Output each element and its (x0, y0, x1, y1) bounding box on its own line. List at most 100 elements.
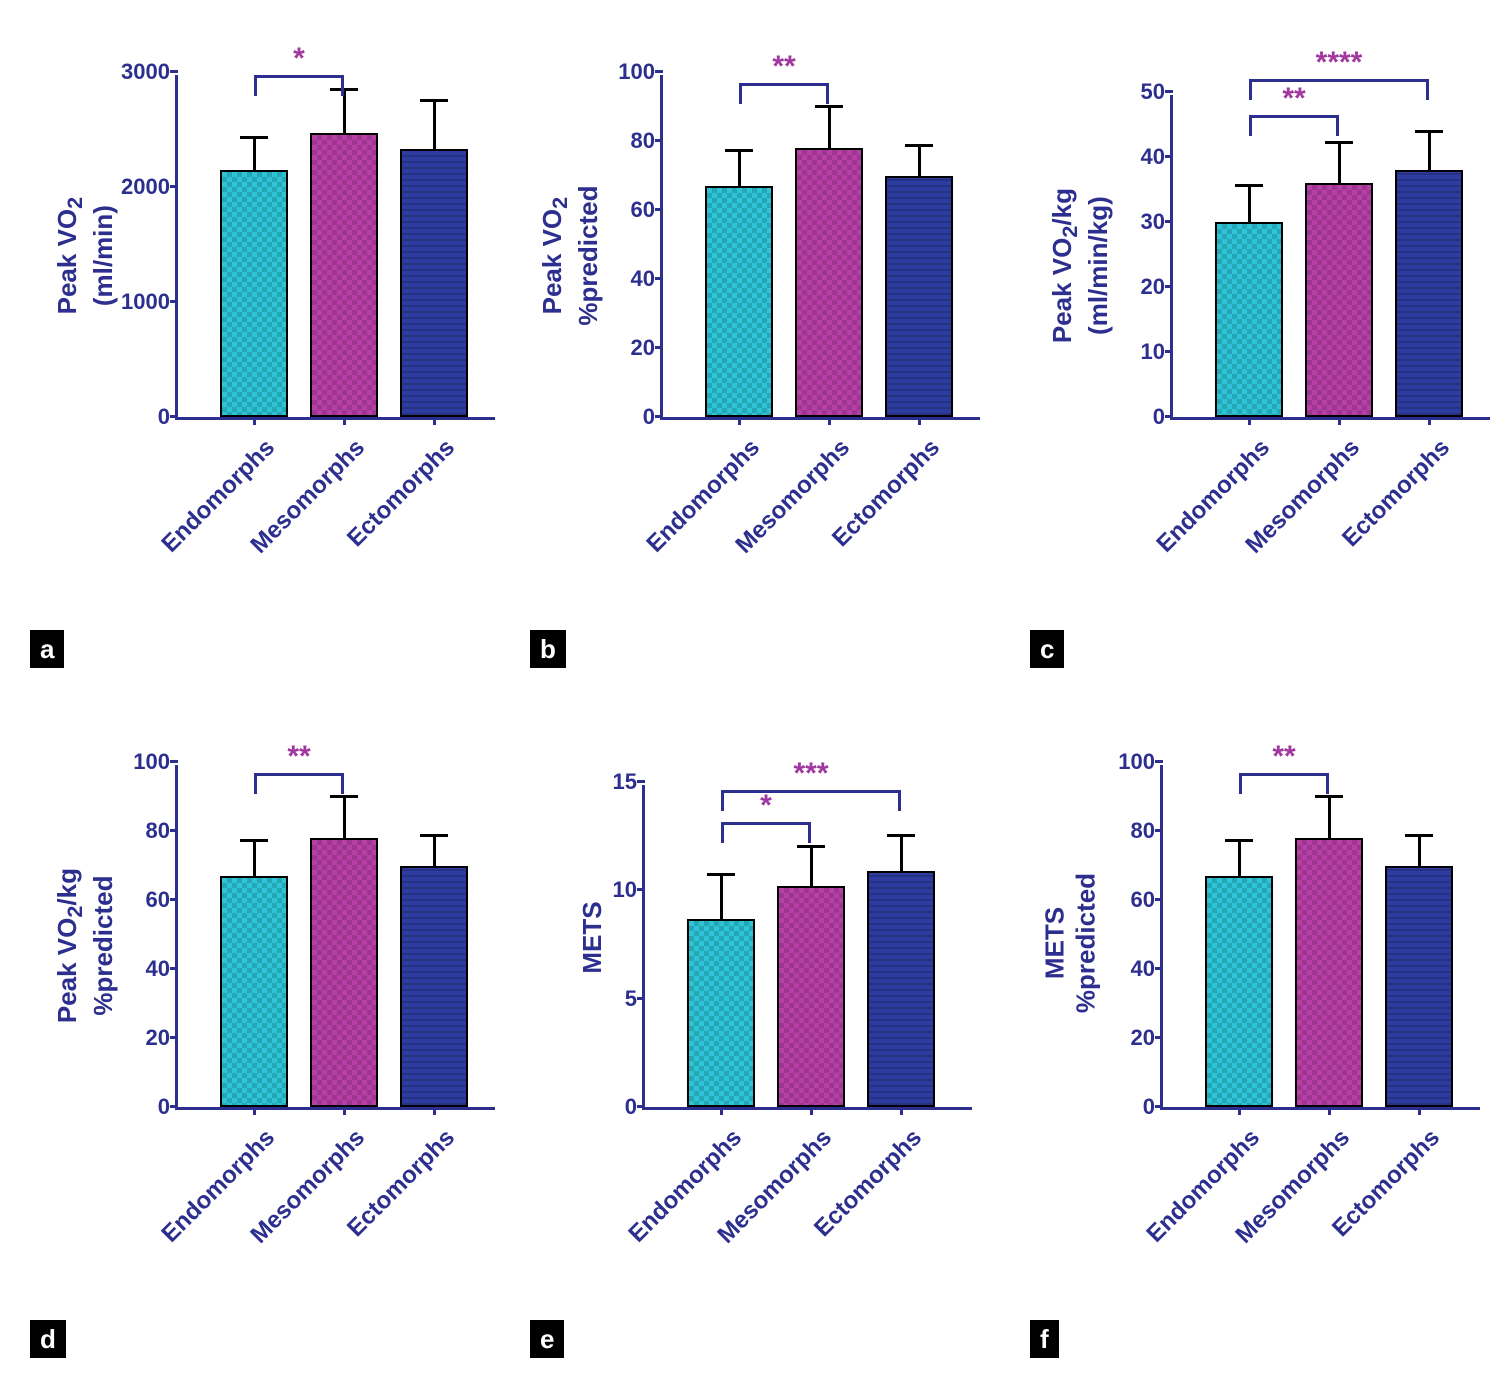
bar-endomorphs (220, 170, 288, 417)
panel-tag-e: e (530, 1320, 564, 1358)
error-cap (905, 144, 933, 147)
panel-tag-a: a (30, 630, 64, 668)
bar-ectomorphs (1395, 170, 1463, 417)
x-tick-mark (343, 1107, 346, 1115)
error-bar (433, 836, 436, 865)
significance-label: * (760, 789, 772, 823)
plot-area: 051015**** (642, 785, 972, 1110)
x-tick-mark (343, 417, 346, 425)
error-bar (1418, 836, 1421, 865)
y-axis-label-main: METS (1039, 906, 1069, 978)
bar-ectomorphs (885, 176, 953, 418)
error-cap (420, 834, 448, 837)
error-cap (1315, 795, 1343, 798)
error-bar (720, 875, 723, 918)
error-bar (918, 146, 921, 175)
significance-label: ** (1272, 740, 1295, 774)
bar-mesomorphs (310, 133, 378, 417)
y-axis-label-unit: %predicted (573, 83, 604, 428)
error-bar (1328, 797, 1331, 838)
x-tick-mark (1248, 417, 1251, 425)
x-tick-mark (1428, 417, 1431, 425)
y-axis-label: Peak VO2/kg(ml/min/kg) (1046, 103, 1113, 428)
y-axis-label: METS%predicted (1039, 770, 1101, 1115)
error-cap (1325, 141, 1353, 144)
error-bar (253, 138, 256, 170)
error-bar (738, 151, 741, 186)
bar-ectomorphs (867, 871, 935, 1107)
plot-area: 020406080100** (175, 765, 495, 1110)
x-tick-mark (810, 1107, 813, 1115)
x-tick-mark (918, 417, 921, 425)
error-bar (343, 797, 346, 838)
panel-tag-d: d (30, 1320, 66, 1358)
x-tick-mark (1338, 417, 1341, 425)
panel-b: 020406080100**Peak VO2%predictedEndomorp… (530, 20, 990, 660)
panel-e: 051015****METSEndomorphsMesomorphsEctomo… (530, 710, 990, 1350)
x-tick-mark (1418, 1107, 1421, 1115)
error-bar (810, 847, 813, 886)
y-axis-label: Peak VO2%predicted (536, 83, 603, 428)
plot-area: 01020304050****** (1170, 95, 1490, 420)
error-cap (1415, 130, 1443, 133)
x-tick-mark (720, 1107, 723, 1115)
panel-f: 020406080100**METS%predictedEndomorphsMe… (1030, 710, 1490, 1350)
panel-a: 0100020003000*Peak VO2(ml/min)Endomorphs… (30, 20, 490, 660)
bar-mesomorphs (310, 838, 378, 1107)
error-cap (330, 88, 358, 91)
bar-ectomorphs (400, 149, 468, 417)
bar-mesomorphs (795, 148, 863, 417)
x-tick-mark (433, 417, 436, 425)
plot-area: 0100020003000* (175, 75, 495, 420)
x-tick-mark (738, 417, 741, 425)
y-axis-label-main: Peak VO2/kg (51, 868, 81, 1023)
significance-label: ** (287, 740, 310, 774)
bar-endomorphs (1205, 876, 1273, 1107)
error-bar (1338, 143, 1341, 183)
error-cap (240, 839, 268, 842)
error-bar (828, 107, 831, 148)
y-axis-label-unit: (ml/min) (88, 83, 119, 428)
error-bar (1248, 186, 1251, 222)
bar-endomorphs (1215, 222, 1283, 417)
x-tick-mark (1328, 1107, 1331, 1115)
y-axis-label: METS (577, 775, 608, 1100)
x-tick-mark (900, 1107, 903, 1115)
error-cap (240, 136, 268, 139)
error-bar (343, 90, 346, 133)
plot-area: 020406080100** (660, 75, 980, 420)
error-bar (1238, 841, 1241, 876)
bar-ectomorphs (1385, 866, 1453, 1108)
x-tick-mark (253, 1107, 256, 1115)
bar-mesomorphs (1305, 183, 1373, 417)
panel-d: 020406080100**Peak VO2/kg%predictedEndom… (30, 710, 490, 1350)
error-cap (1405, 834, 1433, 837)
error-cap (725, 149, 753, 152)
y-axis-label-unit: %predicted (1070, 770, 1101, 1115)
y-axis-label-main: Peak VO2 (536, 196, 566, 314)
error-bar (433, 101, 436, 149)
error-cap (707, 873, 735, 876)
x-tick-mark (828, 417, 831, 425)
y-axis-label: Peak VO2/kg%predicted (51, 773, 118, 1118)
error-bar (1428, 132, 1431, 170)
panel-c: 01020304050******Peak VO2/kg(ml/min/kg)E… (1030, 20, 1490, 660)
y-axis-label: Peak VO2(ml/min) (51, 83, 118, 428)
y-axis-label-main: Peak VO2/kg (1046, 188, 1076, 343)
y-axis-label-unit: (ml/min/kg) (1083, 103, 1114, 428)
bar-endomorphs (687, 919, 755, 1108)
bar-mesomorphs (1295, 838, 1363, 1107)
bar-endomorphs (220, 876, 288, 1107)
plot-area: 020406080100** (1160, 765, 1480, 1110)
error-cap (815, 105, 843, 108)
bar-mesomorphs (777, 886, 845, 1107)
x-tick-mark (1238, 1107, 1241, 1115)
error-cap (1225, 839, 1253, 842)
bar-ectomorphs (400, 866, 468, 1108)
error-cap (797, 845, 825, 848)
figure-root: 0100020003000*Peak VO2(ml/min)Endomorphs… (0, 0, 1512, 1392)
y-axis-label-main: METS (577, 901, 607, 973)
error-cap (887, 834, 915, 837)
error-cap (1235, 184, 1263, 187)
error-cap (330, 795, 358, 798)
